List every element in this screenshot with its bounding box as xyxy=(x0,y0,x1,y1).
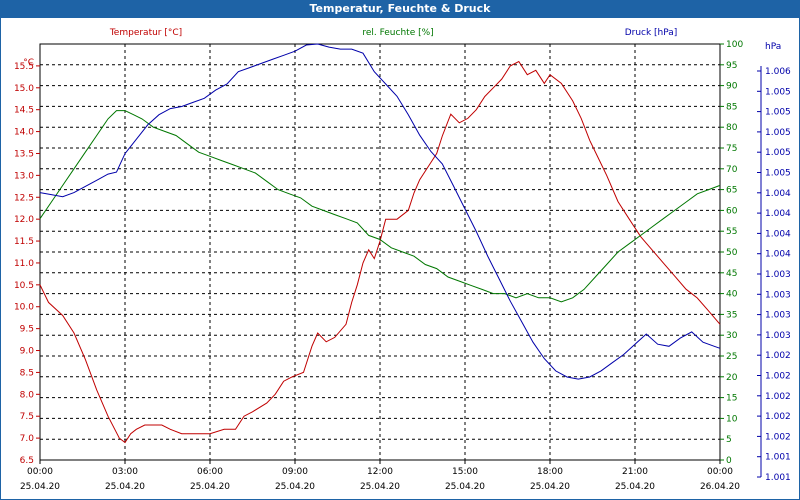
x-tick-time-label: 21:00 xyxy=(622,467,648,477)
temp-tick-label: 11.5 xyxy=(14,237,34,247)
pressure-tick-label: 1.004 xyxy=(765,250,791,260)
pressure-tick-label: 1.002 xyxy=(765,372,791,382)
humidity-tick-label: 35 xyxy=(726,310,737,320)
x-tick-time-label: 12:00 xyxy=(367,467,393,477)
pressure-tick-label: 1.006 xyxy=(765,67,791,77)
humidity-tick-label: 100 xyxy=(726,40,743,50)
temp-tick-label: 9.0 xyxy=(20,347,35,357)
temp-tick-label: 9.5 xyxy=(20,325,34,335)
x-tick-date-label: 25.04.20 xyxy=(105,482,145,492)
series-line xyxy=(39,110,721,303)
temp-tick-label: 15.0 xyxy=(14,84,34,94)
x-tick-time-label: 00:00 xyxy=(27,467,53,477)
x-tick-date-label: 25.04.20 xyxy=(530,482,570,492)
x-tick-time-label: 06:00 xyxy=(197,467,223,477)
pressure-tick-label: 1.005 xyxy=(765,108,791,118)
pressure-tick-label: 1.004 xyxy=(765,229,791,239)
x-tick-date-label: 25.04.20 xyxy=(275,482,315,492)
temp-tick-label: 13.5 xyxy=(14,149,34,159)
pressure-tick-label: 1.005 xyxy=(765,148,791,158)
humidity-tick-label: 20 xyxy=(726,373,738,383)
temp-tick-label: 10.5 xyxy=(14,281,34,291)
legend-label: Druck [hPa] xyxy=(625,28,678,38)
pressure-tick-label: 1.003 xyxy=(765,311,791,321)
pressure-tick-label: 1.005 xyxy=(765,87,791,97)
humidity-tick-label: 25 xyxy=(726,352,737,362)
x-tick-time-label: 09:00 xyxy=(282,467,308,477)
pressure-tick-label: 1.003 xyxy=(765,290,791,300)
humidity-tick-label: 40 xyxy=(726,290,738,300)
humidity-tick-label: 95 xyxy=(726,61,737,71)
humidity-tick-label: 45 xyxy=(726,269,737,279)
pressure-unit-label: hPa xyxy=(765,42,781,52)
temp-tick-label: 14.5 xyxy=(14,106,34,116)
temp-tick-label: 6.5 xyxy=(20,456,34,466)
x-tick-date-label: 25.04.20 xyxy=(20,482,60,492)
temp-tick-label: 14.0 xyxy=(14,128,34,138)
temp-tick-label: 10.0 xyxy=(14,303,34,313)
chart-title: Temperatur, Feuchte & Druck xyxy=(0,0,800,17)
humidity-tick-label: 30 xyxy=(726,331,738,341)
x-tick-date-label: 25.04.20 xyxy=(615,482,655,492)
pressure-tick-label: 1.002 xyxy=(765,412,791,422)
pressure-tick-label: 1.002 xyxy=(765,392,791,402)
temp-tick-label: 7.5 xyxy=(20,412,34,422)
humidity-tick-label: 50 xyxy=(726,248,738,258)
temp-unit-label: °C xyxy=(23,58,34,68)
humidity-tick-label: 0 xyxy=(726,456,732,466)
x-tick-date-label: 25.04.20 xyxy=(445,482,485,492)
temp-tick-label: 8.5 xyxy=(20,368,34,378)
pressure-tick-label: 1.005 xyxy=(765,128,791,138)
chart-panel: 7.0 7.5 8.0 8.5 9.0 9.5 10.0 10.5 11.0 11.5 12.0 12… xyxy=(0,17,800,500)
series-line xyxy=(39,60,721,444)
legend-label: Temperatur [°C] xyxy=(109,28,182,38)
humidity-tick-label: 85 xyxy=(726,102,737,112)
legend-label: rel. Feuchte [%] xyxy=(362,28,433,38)
temp-tick-label: 7.0 xyxy=(20,434,35,444)
pressure-tick-label: 1.001 xyxy=(765,473,791,483)
pressure-tick-label: 1.002 xyxy=(765,432,791,442)
humidity-tick-label: 5 xyxy=(726,435,732,445)
humidity-tick-label: 70 xyxy=(726,165,738,175)
pressure-tick-label: 1.001 xyxy=(765,453,791,463)
humidity-tick-label: 15 xyxy=(726,394,737,404)
humidity-tick-label: 75 xyxy=(726,144,737,154)
x-tick-date-label: 25.04.20 xyxy=(360,482,400,492)
humidity-tick-label: 10 xyxy=(726,414,738,424)
x-tick-time-label: 00:00 xyxy=(707,467,733,477)
pressure-tick-label: 1.003 xyxy=(765,270,791,280)
humidity-tick-label: 60 xyxy=(726,206,738,216)
temp-tick-label: 12.5 xyxy=(14,193,34,203)
temp-tick-label: 12.0 xyxy=(14,215,34,225)
x-tick-time-label: 03:00 xyxy=(112,467,138,477)
chart-svg: 7.0 7.5 8.0 8.5 9.0 9.5 10.0 10.5 11.0 11.5 12.0 12… xyxy=(14,28,791,492)
series-line xyxy=(39,43,721,380)
humidity-tick-label: 90 xyxy=(726,82,738,92)
x-tick-time-label: 18:00 xyxy=(537,467,563,477)
temp-tick-label: 8.0 xyxy=(20,390,35,400)
temp-tick-label: 11.0 xyxy=(14,259,34,269)
x-tick-date-label: 26.04.20 xyxy=(700,482,740,492)
pressure-tick-label: 1.005 xyxy=(765,169,791,179)
pressure-tick-label: 1.004 xyxy=(765,209,791,219)
x-tick-date-label: 25.04.20 xyxy=(190,482,230,492)
humidity-tick-label: 80 xyxy=(726,123,738,133)
humidity-tick-label: 55 xyxy=(726,227,737,237)
humidity-tick-label: 65 xyxy=(726,186,737,196)
x-tick-time-label: 15:00 xyxy=(452,467,478,477)
pressure-tick-label: 1.004 xyxy=(765,189,791,199)
pressure-tick-label: 1.002 xyxy=(765,351,791,361)
temp-tick-label: 15.5 xyxy=(14,62,34,72)
pressure-tick-label: 1.003 xyxy=(765,331,791,341)
temp-tick-label: 13.0 xyxy=(14,171,34,181)
